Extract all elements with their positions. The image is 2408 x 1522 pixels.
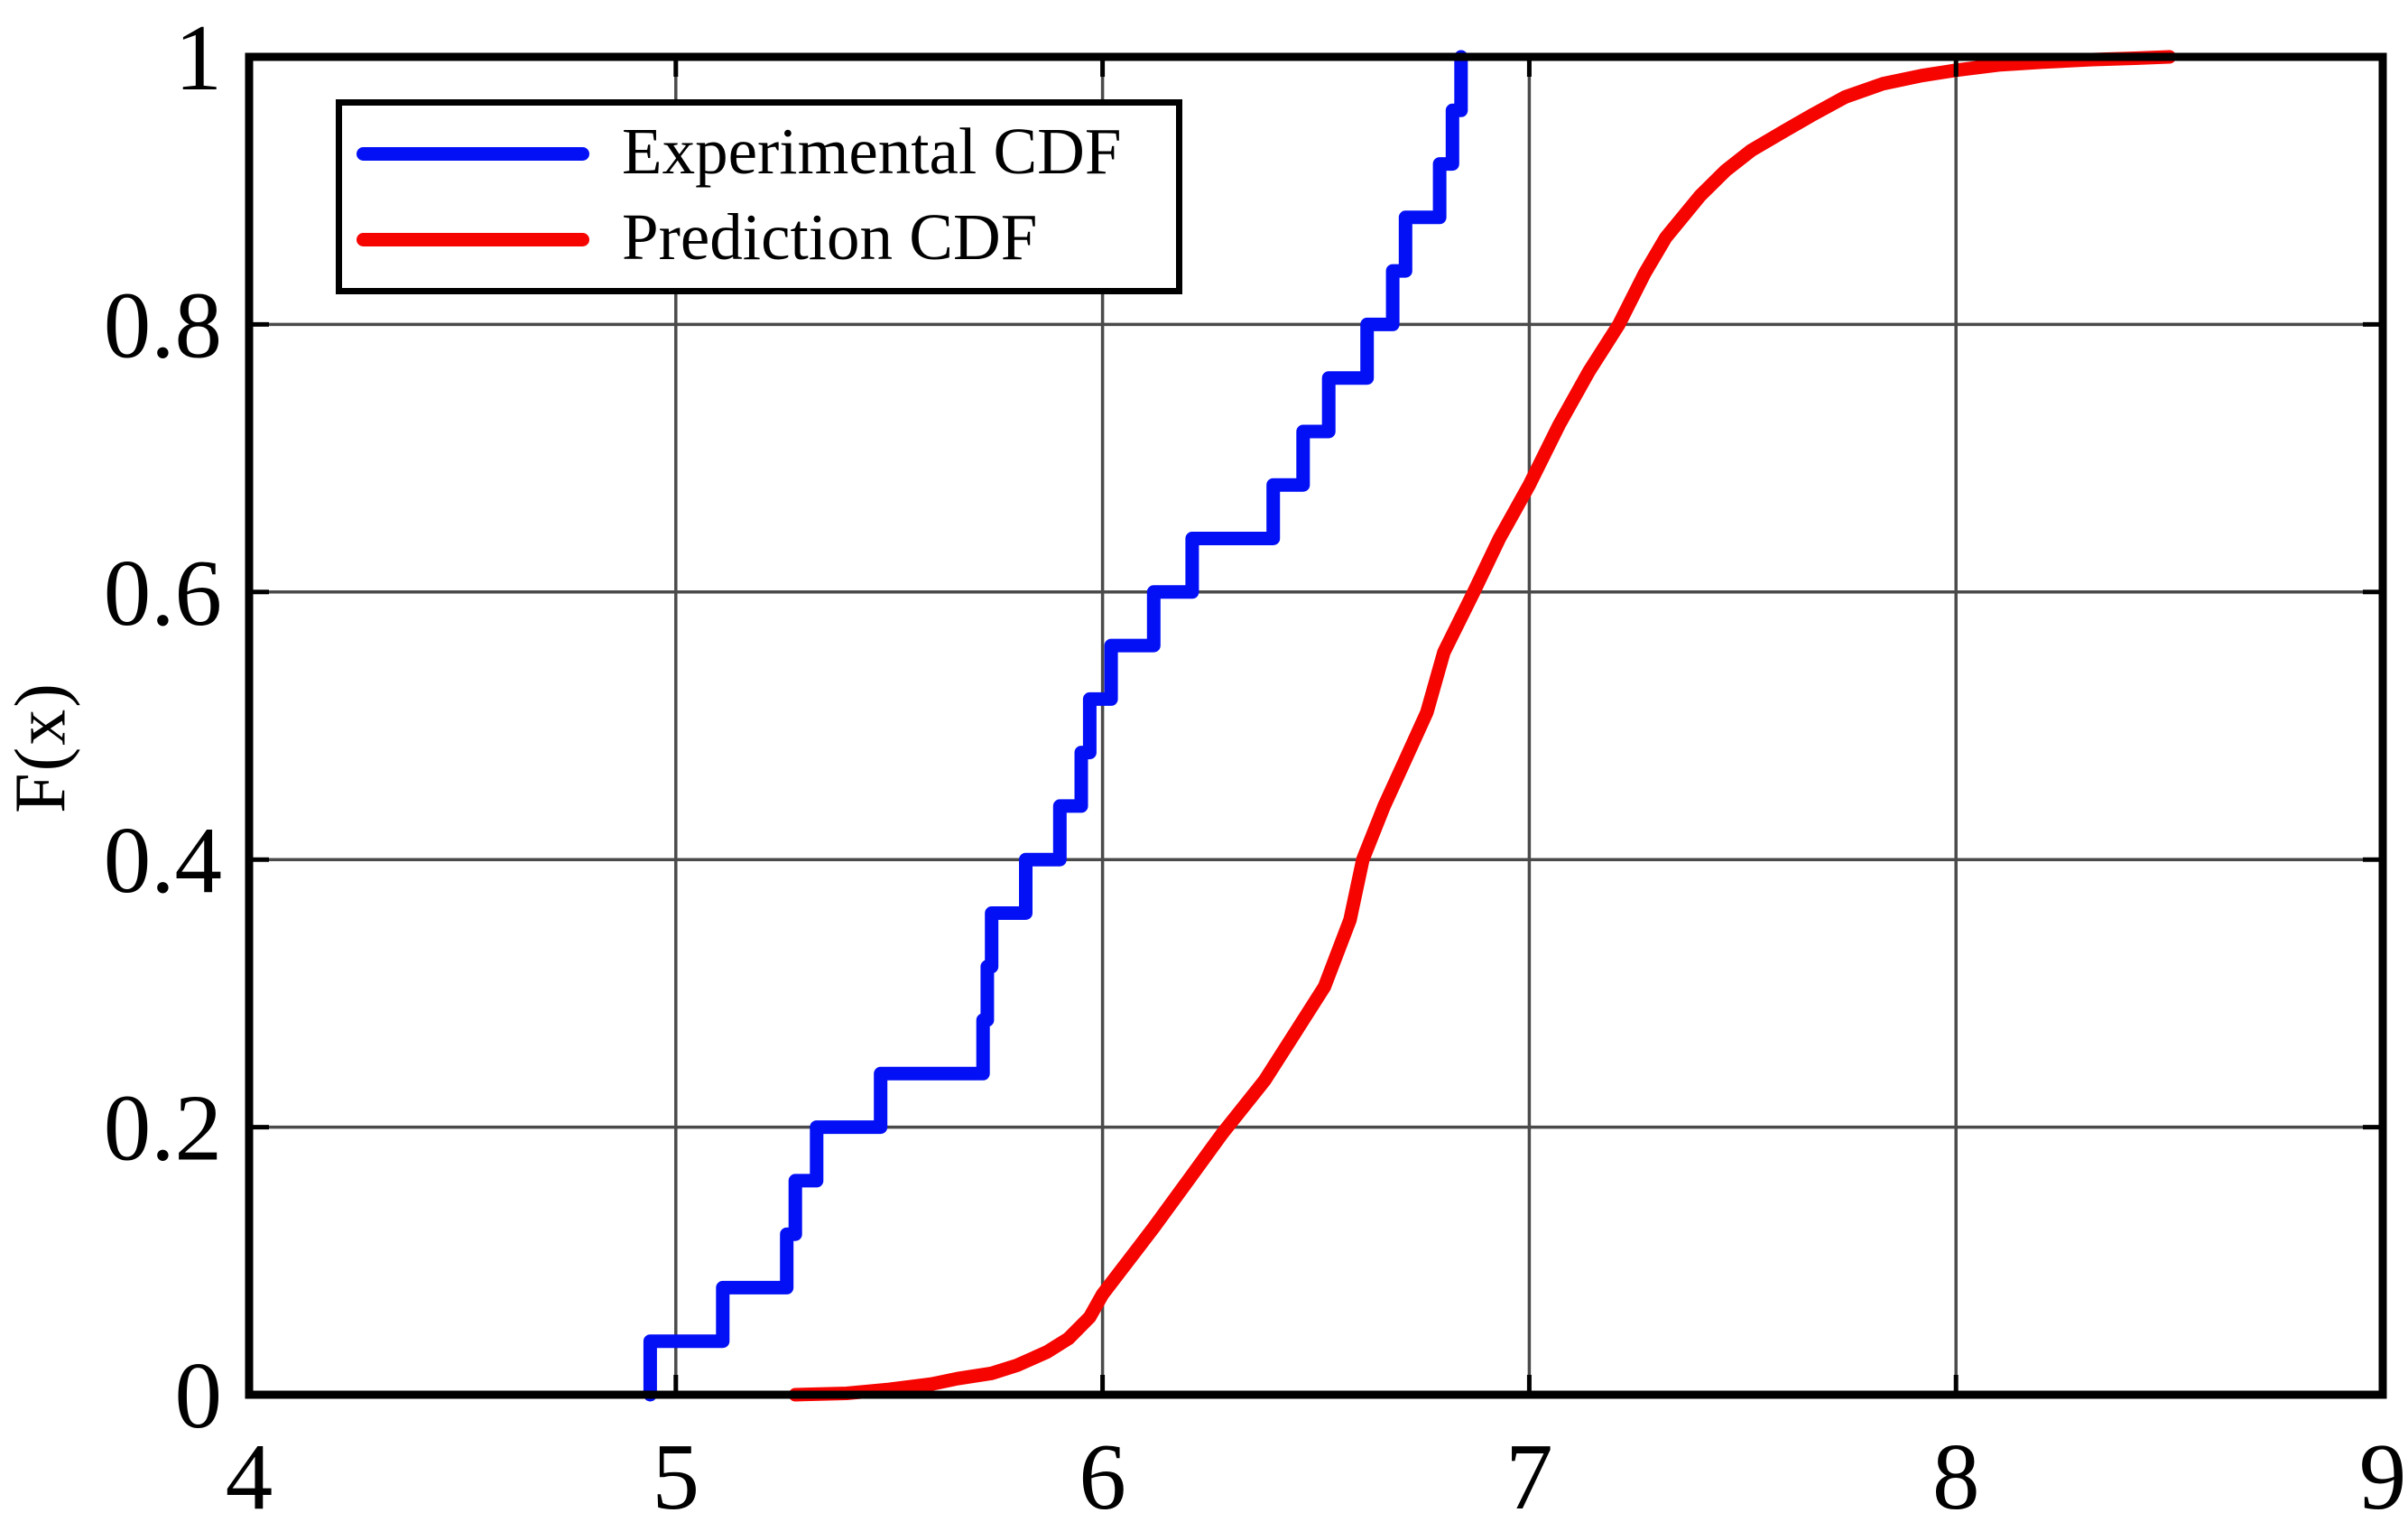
legend-label-experimental: Experimental CDF: [622, 114, 1122, 188]
y-axis-title: F(x): [1, 682, 81, 813]
legend-line-sample-red: [357, 233, 589, 247]
y-tick-label: 0.8: [104, 272, 222, 377]
x-tick-label: 5: [653, 1424, 700, 1522]
curve-experimental-cdf: [643, 50, 1468, 1402]
y-tick-label: 0.2: [104, 1075, 222, 1181]
y-tick-label: 0.4: [104, 807, 222, 913]
y-tick-label: 1: [175, 5, 223, 110]
legend: Experimental CDF Prediction CDF: [336, 99, 1182, 294]
x-tick-label: 6: [1079, 1424, 1126, 1522]
legend-item-experimental: Experimental CDF: [342, 116, 1176, 191]
legend-label-prediction: Prediction CDF: [622, 200, 1038, 274]
y-tick-label: 0: [175, 1342, 223, 1448]
x-tick-label: 4: [226, 1424, 273, 1522]
x-tick-label: 9: [2359, 1424, 2407, 1522]
x-tick-label: 7: [1505, 1424, 1553, 1522]
curve-prediction-cdf: [788, 50, 2177, 1402]
x-tick-label: 8: [1932, 1424, 1980, 1522]
legend-item-prediction: Prediction CDF: [342, 202, 1176, 278]
axes-box: [245, 52, 2387, 1399]
y-tick-label: 0.6: [104, 540, 222, 645]
legend-line-sample-blue: [357, 146, 589, 161]
